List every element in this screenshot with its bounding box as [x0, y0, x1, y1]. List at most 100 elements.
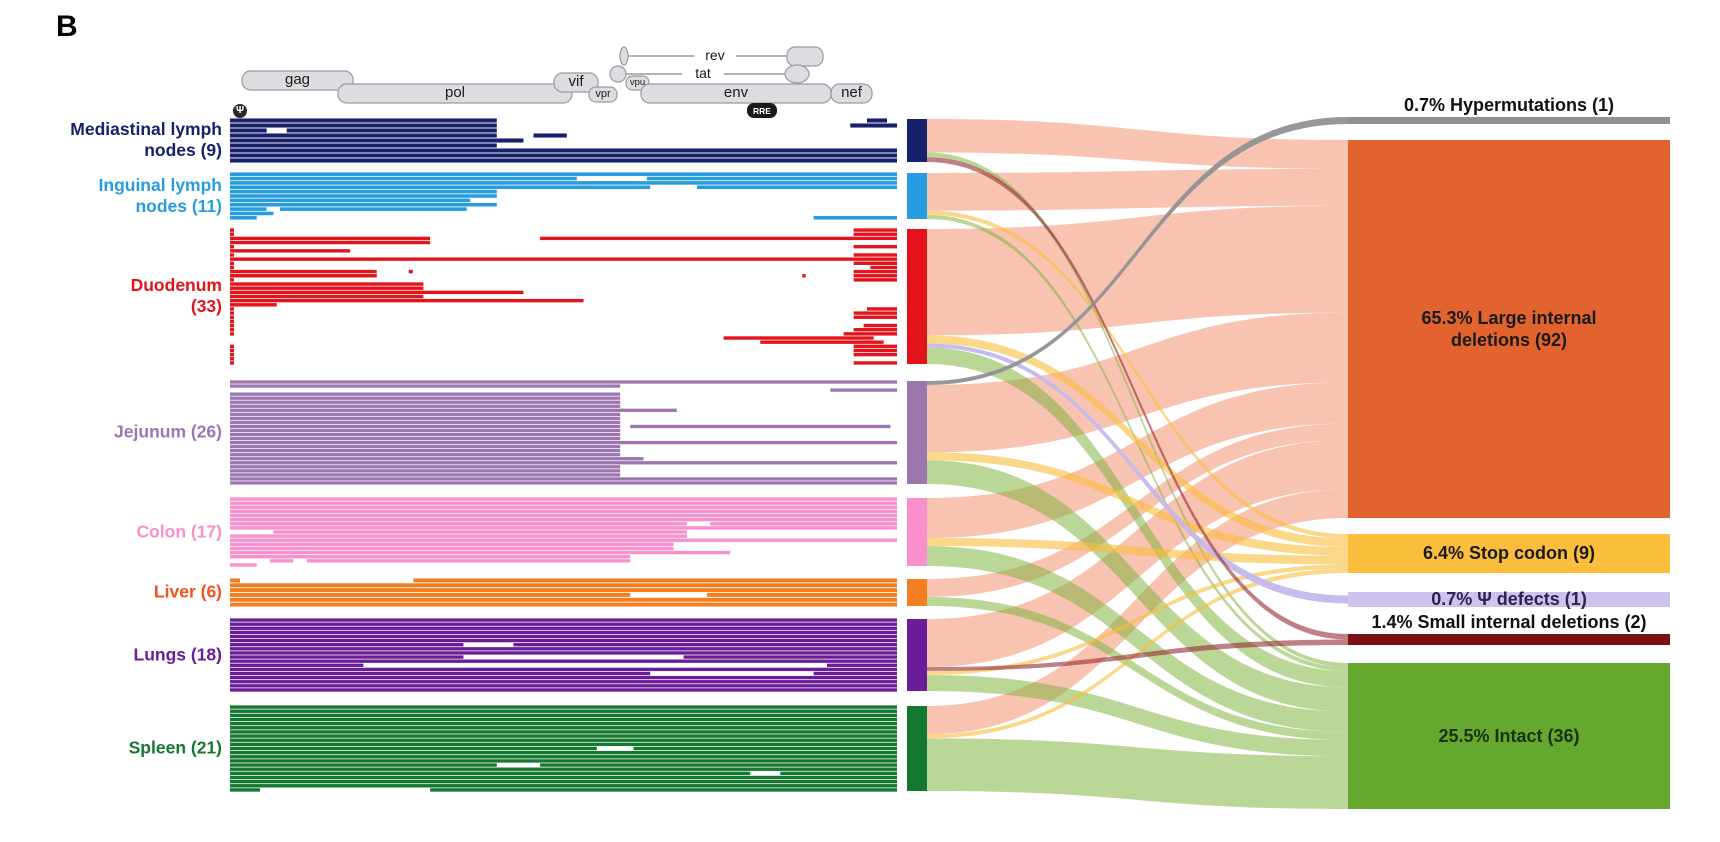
sequence-bar-duodenum	[802, 274, 806, 278]
sequence-bar-jejunum	[630, 424, 891, 429]
sankey-flow-jejunum-to-intact	[927, 460, 1348, 712]
sequence-bar-lungs	[230, 663, 364, 667]
tissue-label-jejunum: Jejunum (26)	[114, 421, 222, 442]
sequence-bar-jejunum	[230, 420, 621, 425]
sequence-bar-spleen	[230, 721, 897, 726]
sankey-flow-jejunum-to-stop-codon	[927, 452, 1348, 556]
sequence-bar-duodenum	[230, 361, 235, 365]
sankey-flow-mediastinal-to-intact	[927, 152, 1348, 668]
sequence-bar-colon	[230, 505, 897, 509]
sequence-bar-spleen	[230, 738, 897, 742]
sequence-bar-mediastinal	[230, 153, 897, 158]
sequence-bar-mediastinal	[230, 158, 897, 163]
category-label-intact: 25.5% Intact (36)	[1438, 725, 1580, 746]
sequence-bar-lungs	[230, 659, 897, 663]
sequence-bar-colon	[306, 559, 631, 563]
sequence-bar-duodenum	[230, 249, 351, 253]
tissue-label-inguinal: Inguinal lymph nodes (11)	[98, 175, 222, 216]
sankey-flow-jejunum-to-large-internal-deletions	[927, 312, 1348, 453]
category-label-stop-codon: 6.4% Stop codon (9)	[1422, 543, 1595, 563]
gene-box-vpr	[588, 86, 618, 103]
tissue-label-lungs: Lungs (18)	[133, 644, 222, 665]
sequence-bar-lungs	[230, 647, 897, 651]
sankey-flow-duodenum-to-stop-codon	[927, 335, 1348, 547]
sequence-bar-jejunum	[230, 457, 644, 461]
sequence-bar-spleen	[230, 775, 897, 780]
sequence-bar-mediastinal	[230, 133, 497, 138]
sequence-bar-jejunum	[230, 432, 621, 437]
sequence-bar-jejunum	[230, 449, 621, 453]
sequence-bar-duodenum	[408, 269, 413, 274]
gene-label-vif: vif	[568, 73, 584, 91]
sequence-bar-colon	[230, 555, 631, 559]
tissue-label-spleen: Spleen (21)	[128, 737, 222, 758]
sequence-bar-duodenum	[853, 274, 897, 278]
spliced-start-rev	[619, 46, 629, 66]
sankey-source-node-inguinal	[907, 173, 927, 219]
sequence-bar-duodenum	[853, 278, 897, 282]
sankey-target-node-stop-codon	[1348, 534, 1670, 573]
sequence-bar-jejunum	[830, 388, 897, 392]
sequence-bar-jejunum	[230, 416, 621, 421]
sequence-bar-spleen	[230, 742, 897, 747]
sequence-bar-duodenum	[853, 261, 897, 265]
sequence-bar-duodenum	[230, 303, 277, 307]
sequence-bar-duodenum	[230, 282, 424, 286]
sequence-bar-liver	[706, 592, 897, 597]
sequence-bar-lungs	[230, 630, 897, 635]
sankey-source-node-liver	[907, 579, 927, 606]
sankey-target-node-intact	[1348, 663, 1670, 809]
sankey-source-node-jejunum	[907, 381, 927, 484]
sequence-bar-spleen	[230, 726, 897, 730]
sequence-bar-duodenum	[230, 228, 235, 232]
sequence-bar-inguinal	[230, 185, 651, 190]
gene-label-nef: nef	[841, 84, 862, 102]
sequence-bar-jejunum	[230, 404, 621, 408]
sequence-bar-duodenum	[230, 269, 377, 274]
sequence-bar-mediastinal	[533, 133, 567, 138]
sequence-bar-jejunum	[230, 436, 621, 441]
spliced-end-tat	[784, 64, 810, 84]
sequence-bar-inguinal	[230, 189, 497, 194]
sequence-bar-jejunum	[230, 380, 897, 384]
sequence-bar-spleen	[230, 709, 897, 713]
panel-label: B	[56, 10, 78, 43]
sequence-bar-mediastinal	[230, 123, 497, 128]
sequence-bar-duodenum	[230, 286, 424, 290]
sequence-bar-lungs	[230, 667, 897, 672]
sankey-flow-liver-to-intact	[927, 597, 1348, 741]
sequence-bar-mediastinal	[230, 143, 497, 148]
sankey-source-node-lungs	[907, 619, 927, 691]
sequence-bar-mediastinal	[286, 128, 497, 133]
sequence-bar-spleen	[230, 705, 897, 709]
sequence-bar-duodenum	[230, 253, 235, 257]
sankey-source-node-mediastinal	[907, 119, 927, 162]
sequence-bar-liver	[413, 578, 897, 583]
tissue-label-mediastinal: Mediastinal lymph nodes (9)	[70, 119, 222, 160]
sequence-bar-duodenum	[230, 236, 431, 241]
sankey-flow-inguinal-to-large-internal-deletions	[927, 168, 1348, 211]
sequence-bar-liver	[230, 588, 897, 593]
gene-label-tat: tat	[682, 65, 724, 81]
sequence-bar-duodenum	[853, 253, 897, 257]
sequence-bar-colon	[230, 517, 897, 522]
gene-box-pol	[337, 83, 573, 104]
sankey-source-node-duodenum	[907, 229, 927, 364]
sequence-bar-duodenum	[230, 265, 235, 270]
sequence-bar-spleen	[230, 779, 897, 784]
sequence-bar-spleen	[230, 784, 897, 788]
sequence-bar-duodenum	[853, 269, 897, 274]
sequence-bar-colon	[230, 534, 687, 538]
sequence-bar-duodenum	[866, 307, 897, 311]
sequence-bar-duodenum	[230, 323, 235, 328]
sequence-bar-lungs	[230, 684, 897, 688]
sequence-bar-jejunum	[230, 469, 621, 473]
sequence-bar-jejunum	[230, 408, 677, 412]
psi-badge-label: Ψ	[235, 105, 245, 116]
sequence-bar-duodenum	[853, 328, 897, 332]
sequence-bar-inguinal	[230, 194, 497, 198]
sequence-bar-duodenum	[853, 315, 897, 319]
sequence-bar-colon	[230, 497, 897, 501]
sequence-bar-inguinal	[230, 181, 897, 185]
sequence-bar-mediastinal	[866, 118, 887, 123]
